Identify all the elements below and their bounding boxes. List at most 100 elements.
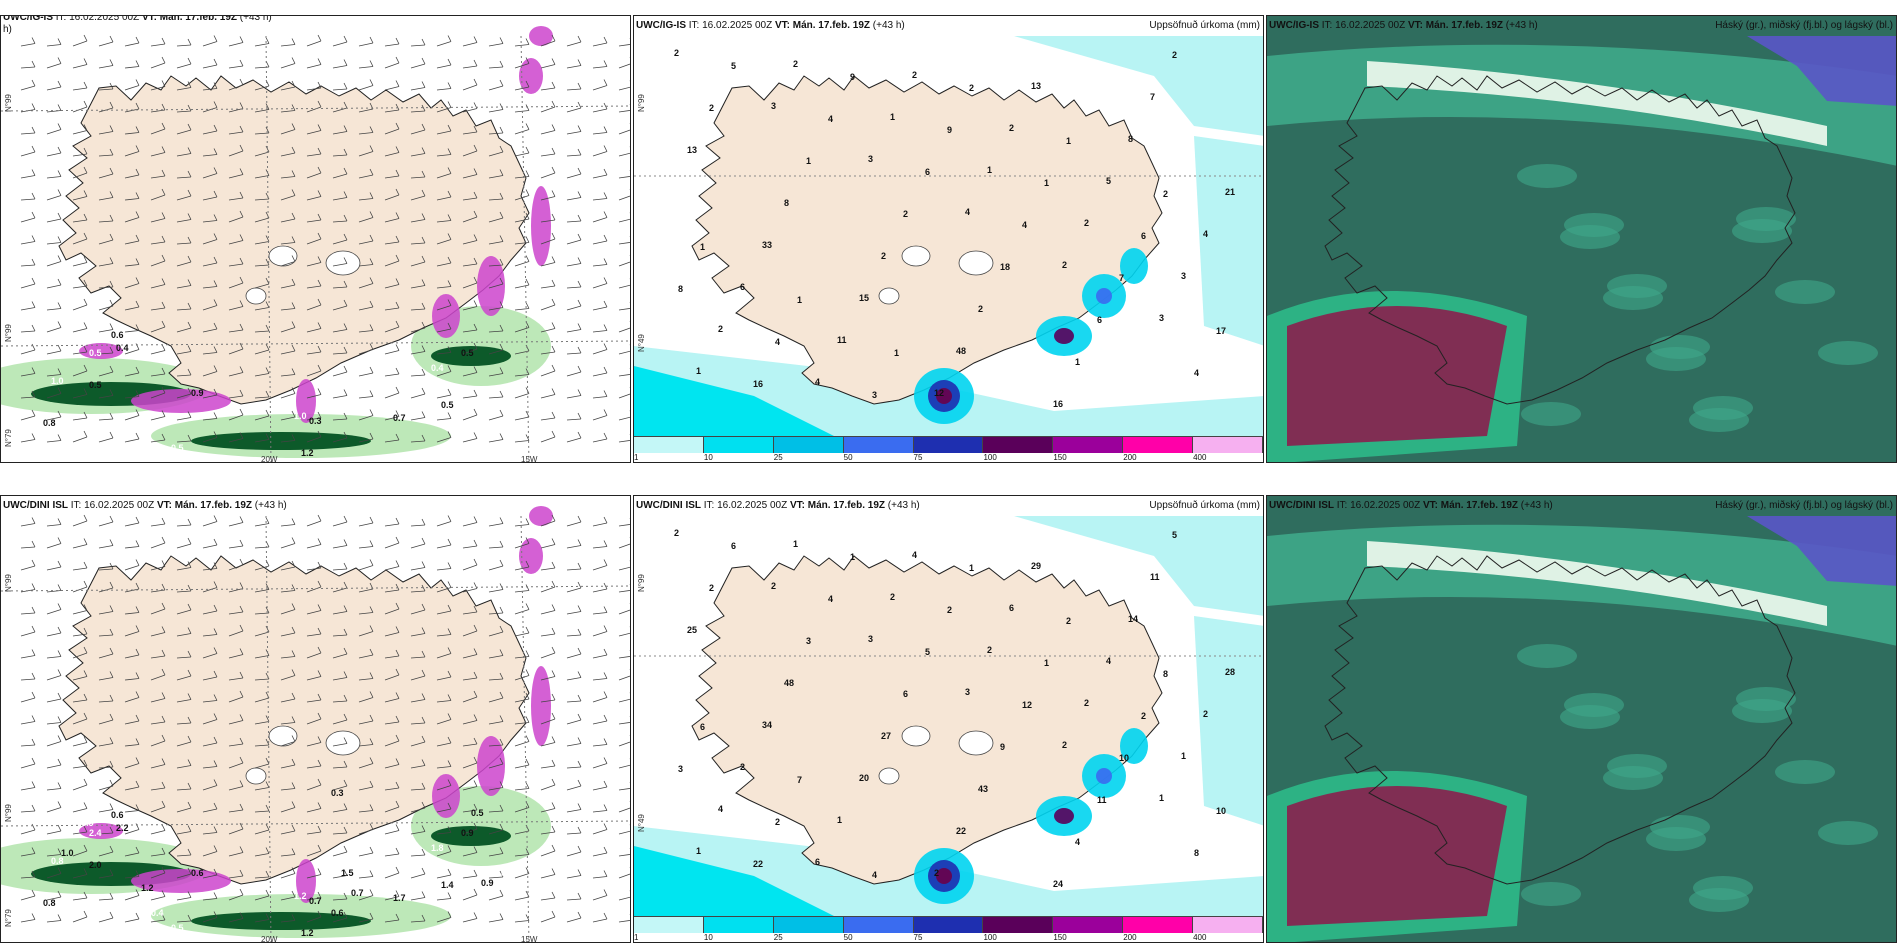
wind-barb xyxy=(410,213,426,223)
wind-barb xyxy=(592,540,608,549)
wind-barb xyxy=(358,804,374,813)
wind-barb xyxy=(202,892,218,901)
wind-barb xyxy=(228,323,244,333)
wind-barb xyxy=(306,430,322,443)
wind-barb xyxy=(436,388,452,399)
wind-barb xyxy=(566,412,582,421)
wind-barb xyxy=(384,433,400,443)
wind-barb xyxy=(150,122,166,135)
precip-value: 6 xyxy=(1009,603,1014,613)
wind-barb xyxy=(488,409,504,421)
wind-barb xyxy=(72,778,88,791)
wind-barb xyxy=(410,782,426,791)
wind-barb xyxy=(618,38,630,47)
wind-barb xyxy=(358,366,374,377)
wind-barb xyxy=(306,844,322,857)
wind-barb xyxy=(46,603,62,615)
wind-barb xyxy=(384,56,400,69)
precip-value: 2 xyxy=(709,583,714,593)
wind-barb xyxy=(46,410,62,421)
legend-swatch xyxy=(773,437,844,453)
axis-label: N°99 xyxy=(637,574,646,592)
precip-value: 2 xyxy=(969,83,974,93)
legend-swatch xyxy=(843,917,914,933)
wind-barb xyxy=(124,870,140,879)
wind-map: N°99 N°99 N°79 20W 15W 0.5 0.4 0.6 1.0 0.5 0.8 0.5 0… xyxy=(1,16,630,462)
legend-swatch xyxy=(913,917,984,933)
wind-barb xyxy=(280,434,296,443)
wind-barb xyxy=(306,825,322,835)
wind-barb xyxy=(254,235,270,245)
wind-barb xyxy=(228,300,244,311)
value-label: 0.5 xyxy=(441,400,454,410)
wind-barb xyxy=(150,301,166,311)
vt-label: VT: xyxy=(774,20,790,31)
value-label: 0.9 xyxy=(191,388,204,398)
wind-barb xyxy=(566,760,582,769)
value-label: 0.3 xyxy=(309,416,322,426)
wind-barb xyxy=(72,81,88,91)
precip-value: 3 xyxy=(868,154,873,164)
wind-barb xyxy=(540,411,556,421)
wind-barb xyxy=(540,58,556,69)
wind-barb xyxy=(462,803,478,813)
wind-barb xyxy=(202,35,218,47)
glacier-myrdalsjokull xyxy=(245,287,267,305)
wind-barb xyxy=(592,870,608,879)
wind-barb xyxy=(410,302,426,311)
wind-barb xyxy=(150,320,166,333)
wind-barb xyxy=(488,60,504,69)
precip-value: 3 xyxy=(1181,271,1186,281)
precip-value: 2 xyxy=(1066,616,1071,626)
wind-barb xyxy=(124,738,140,747)
precip-value: 1 xyxy=(797,295,802,305)
wind-barb xyxy=(46,236,62,245)
wind-barb xyxy=(358,258,374,267)
wind-barb xyxy=(410,735,426,747)
wind-barb xyxy=(566,539,582,549)
wind-barb xyxy=(514,782,530,791)
wind-barb xyxy=(20,559,36,571)
wind-barb xyxy=(228,234,244,245)
lead-time: (+43 h) xyxy=(1505,20,1538,31)
wind-barb xyxy=(202,670,218,681)
snow-areas xyxy=(79,506,553,903)
precip-value: 5 xyxy=(925,647,930,657)
wind-barb xyxy=(98,892,114,901)
wind-barb xyxy=(72,736,88,747)
wind-barb xyxy=(176,518,192,527)
wind-barb xyxy=(176,411,192,421)
cloud-patch xyxy=(1693,876,1753,900)
wind-barb xyxy=(150,37,166,47)
wind-barb xyxy=(436,670,452,681)
lead-time: (+43 h) xyxy=(239,15,272,23)
snow-area xyxy=(531,666,551,746)
wind-barb xyxy=(202,431,218,443)
wind-barbs xyxy=(20,514,630,923)
precip-maximum xyxy=(1096,288,1112,304)
wind-barb xyxy=(618,104,630,113)
lead-time: (+43 h) xyxy=(1520,500,1553,511)
wind-barb xyxy=(72,604,88,615)
wind-barb xyxy=(384,824,400,835)
precip-value: 3 xyxy=(868,634,873,644)
wind-barb xyxy=(306,58,322,69)
wind-barb xyxy=(384,649,400,659)
wind-barb xyxy=(20,79,36,91)
wind-barb xyxy=(436,760,452,769)
wind-barb xyxy=(462,780,478,791)
wind-barb xyxy=(150,734,166,747)
wind-barb xyxy=(98,515,114,527)
wind-barb xyxy=(176,716,192,725)
wind-barb xyxy=(254,847,270,857)
legend-swatch xyxy=(634,917,704,933)
wind-barb xyxy=(462,168,478,179)
cloud-map xyxy=(1267,496,1896,942)
wind-barb xyxy=(540,256,556,267)
panel-header: UWC/IG-IS IT: 16.02.2025 00Z VT: Mán. 17… xyxy=(636,20,905,31)
wind-barb xyxy=(124,606,140,615)
wind-barb xyxy=(124,846,140,857)
wind-barb xyxy=(540,759,556,769)
it-label: IT: xyxy=(70,500,82,511)
wind-barb xyxy=(410,345,426,355)
